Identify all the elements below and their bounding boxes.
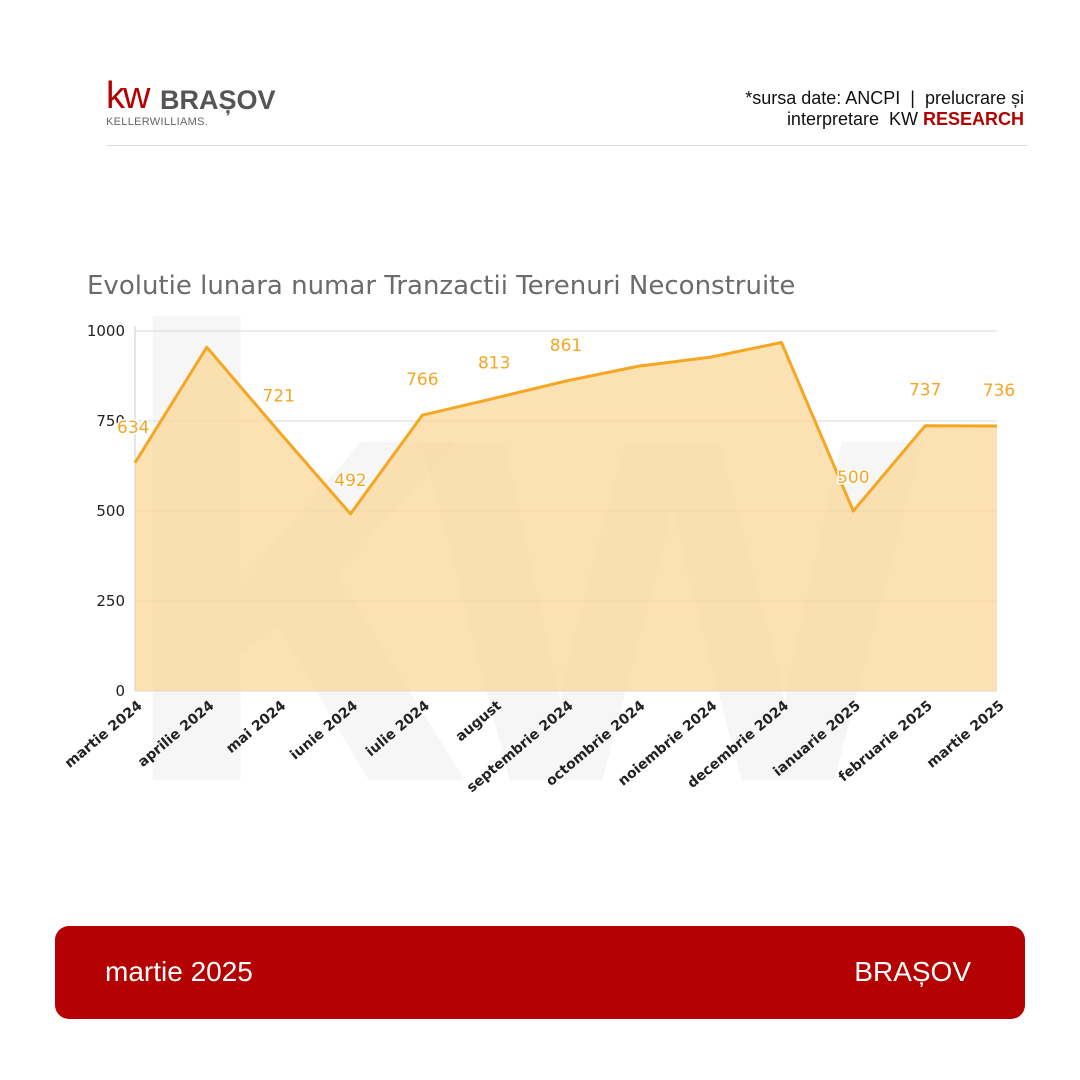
research-highlight: RESEARCH (922, 109, 1024, 129)
data-label: 736 (983, 381, 1015, 401)
y-axis-ticks: 0 250 500 750 1000 (87, 322, 125, 700)
x-tick-label: martie 2025 (924, 698, 1008, 772)
logo-kw-mark: kw (106, 75, 150, 117)
footer-city: BRAȘOV (854, 956, 971, 987)
y-tick-label: 0 (115, 682, 125, 700)
y-tick-label: 1000 (87, 322, 125, 340)
data-label: 766 (406, 370, 438, 390)
footer-banner: martie 2025 BRAȘOV (55, 926, 1025, 1019)
data-label: 634 (117, 418, 149, 438)
chart-title: Evolutie lunara numar Tranzactii Terenur… (87, 271, 795, 301)
header: kw BRAȘOV KELLERWILLIAMS. *sursa date: A… (0, 0, 1080, 150)
chart-container: kw Evolutie lunara numar Tranzactii Tere… (0, 180, 1080, 880)
y-tick-label: 500 (96, 502, 125, 520)
data-label: 813 (478, 353, 510, 373)
data-label: 500 (837, 468, 869, 488)
source-line-2: interpretare KW RESEARCH (745, 109, 1024, 130)
data-label: 861 (550, 336, 582, 356)
kw-brasov-logo: kw BRAȘOV KELLERWILLIAMS. (106, 76, 346, 136)
data-label: 737 (909, 381, 941, 401)
source-line-1: *sursa date: ANCPI | prelucrare și (745, 88, 1024, 108)
series-area (133, 341, 998, 691)
logo-city: BRAȘOV (160, 85, 276, 115)
data-label: 721 (262, 386, 294, 406)
data-labels: 634 721 492 766 813 861 500 737 736 (116, 335, 1017, 493)
footer-date: martie 2025 (105, 956, 253, 987)
data-source-note: *sursa date: ANCPI | prelucrare și inter… (745, 88, 1024, 130)
area-chart: kw Evolutie lunara numar Tranzactii Tere… (62, 271, 1017, 796)
area-fill (135, 342, 997, 691)
y-tick-label: 250 (96, 592, 125, 610)
y-tick-label: 750 (96, 412, 125, 430)
logo-brand-line: KELLERWILLIAMS. (106, 116, 209, 128)
source-line-2-prefix: interpretare KW (786, 109, 923, 129)
header-divider (107, 145, 1028, 146)
data-label: 492 (334, 471, 366, 491)
